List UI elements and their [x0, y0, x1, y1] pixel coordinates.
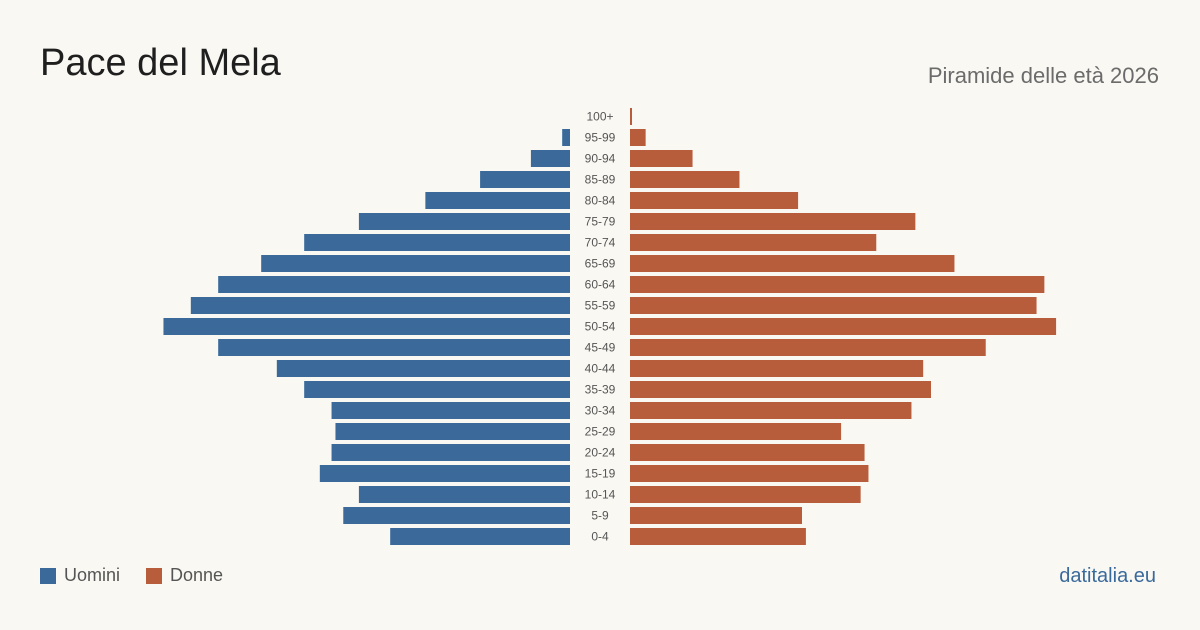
bar-women-65-69[interactable]: [630, 255, 955, 272]
bar-women-90-94[interactable]: [630, 150, 693, 167]
bar-men-5-9[interactable]: [343, 507, 570, 524]
bar-men-25-29[interactable]: [335, 423, 570, 440]
legend-swatch-men: [40, 567, 56, 584]
age-label-40-44: 40-44: [585, 362, 616, 376]
bar-men-80-84[interactable]: [425, 192, 570, 209]
bar-women-55-59[interactable]: [630, 297, 1037, 314]
bar-men-40-44[interactable]: [276, 360, 570, 377]
age-label-35-39: 35-39: [585, 383, 616, 397]
age-label-15-19: 15-19: [585, 467, 616, 481]
bar-women-50-54[interactable]: [630, 318, 1057, 335]
age-label-10-14: 10-14: [585, 488, 616, 502]
age-label-65-69: 65-69: [585, 257, 616, 271]
bar-men-55-59[interactable]: [190, 297, 570, 314]
bar-men-10-14[interactable]: [358, 486, 570, 503]
bar-men-20-24[interactable]: [331, 444, 570, 461]
bar-men-50-54[interactable]: [163, 318, 571, 335]
bar-women-0-4[interactable]: [630, 528, 806, 545]
bar-women-25-29[interactable]: [630, 423, 842, 440]
bar-women-80-84[interactable]: [630, 192, 799, 209]
bar-women-20-24[interactable]: [630, 444, 865, 461]
chart-subtitle: Piramide delle età 2026: [927, 63, 1159, 88]
bar-men-90-94[interactable]: [530, 150, 570, 167]
age-label-20-24: 20-24: [585, 446, 616, 460]
age-label-70-74: 70-74: [585, 236, 616, 250]
legend-label-men: Uomini: [64, 565, 121, 585]
bar-men-0-4[interactable]: [390, 528, 570, 545]
legend-item-women[interactable]: Donne: [146, 565, 223, 586]
bar-women-75-79[interactable]: [630, 213, 916, 230]
age-label-30-34: 30-34: [585, 404, 616, 418]
bar-men-15-19[interactable]: [319, 465, 570, 482]
bar-women-35-39[interactable]: [630, 381, 931, 398]
age-label-100+: 100+: [586, 110, 613, 124]
source-link[interactable]: datitalia.eu: [1059, 565, 1156, 587]
bar-women-30-34[interactable]: [630, 402, 912, 419]
age-label-55-59: 55-59: [585, 299, 616, 313]
age-label-0-4: 0-4: [591, 530, 609, 544]
age-label-90-94: 90-94: [585, 152, 616, 166]
bar-women-40-44[interactable]: [630, 360, 924, 377]
bar-men-65-69[interactable]: [261, 255, 570, 272]
chart-legend: Uomini Donne: [40, 565, 249, 586]
bar-men-75-79[interactable]: [358, 213, 570, 230]
bar-women-60-64[interactable]: [630, 276, 1045, 293]
page-title: Pace del Mela: [40, 42, 281, 84]
bar-women-95-99[interactable]: [630, 129, 646, 146]
bar-women-85-89[interactable]: [630, 171, 740, 188]
bar-men-60-64[interactable]: [218, 276, 570, 293]
age-label-45-49: 45-49: [585, 341, 616, 355]
age-label-25-29: 25-29: [585, 425, 616, 439]
age-label-5-9: 5-9: [591, 509, 609, 523]
age-label-60-64: 60-64: [585, 278, 616, 292]
age-label-75-79: 75-79: [585, 215, 616, 229]
bar-women-10-14[interactable]: [630, 486, 861, 503]
legend-swatch-women: [146, 567, 163, 584]
bar-women-15-19[interactable]: [630, 465, 869, 482]
age-label-80-84: 80-84: [585, 194, 616, 208]
bar-women-45-49[interactable]: [630, 339, 986, 356]
bar-women-5-9[interactable]: [630, 507, 802, 524]
bar-men-70-74[interactable]: [304, 234, 570, 251]
bar-women-70-74[interactable]: [630, 234, 877, 251]
age-label-50-54: 50-54: [585, 320, 616, 334]
bar-men-45-49[interactable]: [218, 339, 570, 356]
age-label-95-99: 95-99: [585, 131, 616, 145]
legend-label-women: Donne: [170, 565, 224, 585]
age-label-85-89: 85-89: [585, 173, 616, 187]
legend-item-men[interactable]: Uomini: [40, 565, 120, 586]
bar-men-95-99[interactable]: [562, 129, 570, 146]
bar-women-100+[interactable]: [630, 108, 632, 125]
bar-men-35-39[interactable]: [304, 381, 570, 398]
bar-men-30-34[interactable]: [331, 402, 570, 419]
bar-men-85-89[interactable]: [480, 171, 570, 188]
